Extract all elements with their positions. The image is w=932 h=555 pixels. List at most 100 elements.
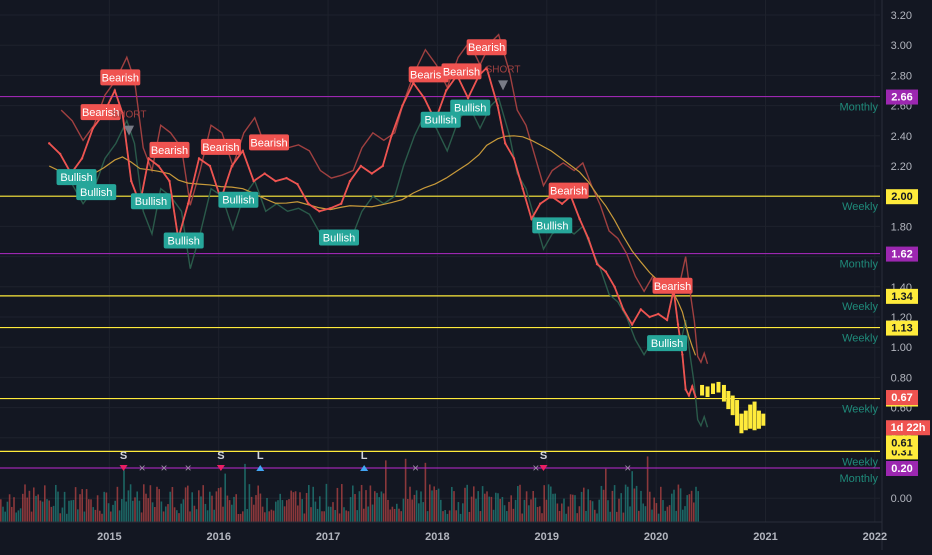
annotation-badge (218, 191, 259, 208)
time-axis[interactable]: 2015 2016 2017 2018 2019 2020 2021 2022 (0, 521, 887, 543)
annotation-label: Bearish (468, 42, 505, 54)
price-tick-label: 2.20 (891, 161, 912, 173)
volume-bar (242, 511, 244, 522)
volume-bar (19, 508, 22, 522)
volume-bar (90, 499, 92, 522)
volume-bar (96, 495, 99, 522)
price-point (307, 202, 310, 205)
volume-bar (319, 496, 321, 522)
price-point (318, 210, 321, 213)
volume-bar (149, 485, 152, 522)
volume-bar (237, 513, 240, 522)
level-timeframe-label: Weekly (842, 333, 878, 345)
price-point (241, 149, 244, 153)
cross-marker: × (185, 461, 192, 475)
volume-bar (651, 509, 653, 522)
volume-bar (288, 499, 290, 522)
volume-bar (541, 513, 543, 522)
volume-bar (567, 506, 570, 522)
volume-bar (510, 495, 512, 522)
volume-bar (378, 497, 380, 522)
volume-bar (528, 505, 530, 522)
signal-arrow (256, 465, 265, 471)
price-axis[interactable]: 3.203.002.802.602.402.202.001.801.601.40… (881, 0, 932, 550)
volume-bar (393, 508, 396, 522)
price-point (681, 353, 684, 356)
price-point (359, 164, 363, 168)
volume-bar (325, 483, 328, 522)
volume-bar (107, 503, 110, 522)
volume-bar (618, 498, 620, 522)
volume-bar (264, 512, 266, 522)
volume-bar (270, 509, 273, 522)
price-point (80, 157, 84, 160)
price-tick-label: 3.20 (891, 10, 912, 22)
price-point (91, 127, 95, 130)
volume-bar (484, 493, 486, 522)
volume-bar (74, 487, 77, 522)
volume-bar (455, 510, 457, 522)
signal-label: L (361, 450, 368, 462)
time-tick-label: 2015 (97, 531, 121, 543)
price-point (604, 270, 608, 273)
volume-bar (389, 509, 391, 522)
price-point (560, 202, 564, 205)
volume-bar (70, 500, 72, 522)
volume-bar (433, 486, 435, 522)
annotation-label: Bullish (135, 196, 167, 208)
price-point (530, 217, 533, 221)
volume-bar (613, 485, 616, 522)
level-timeframe-label: Weekly (842, 201, 878, 213)
axis-level-badge (886, 461, 918, 476)
annotation-label: Bearish (410, 69, 447, 81)
price-point (444, 89, 448, 92)
price-point (390, 134, 393, 137)
level-timeframe-label: Monthly (839, 102, 878, 114)
volume-bar (88, 499, 90, 522)
volume-bar (404, 458, 407, 522)
annotation-label: Bearish (250, 137, 287, 149)
volume-bar (385, 460, 387, 522)
volume-bar (365, 490, 367, 522)
short-label: SHORT (486, 64, 521, 75)
volume-bar (380, 491, 383, 522)
volume-bar (653, 497, 655, 522)
volume-bar (409, 486, 411, 522)
volume-bar (110, 511, 112, 522)
price-point (521, 187, 524, 190)
volume-bar (574, 495, 576, 522)
volume-bar (101, 513, 103, 522)
volume-bar (673, 489, 675, 522)
volume-bar (422, 502, 424, 522)
short-arrow (498, 80, 509, 91)
time-tick-label: 2022 (863, 531, 887, 543)
volume-bar (169, 491, 171, 522)
volume-bar (114, 500, 116, 522)
volume-bar (420, 491, 422, 522)
volume-bar (63, 491, 66, 522)
price-tick-label: 1.80 (891, 221, 912, 233)
volume-bar (620, 493, 622, 522)
volume-bar (138, 500, 141, 522)
volume-bar (145, 493, 147, 522)
volume-bar (354, 494, 356, 522)
volume-bar (15, 512, 17, 522)
volume-bar (160, 501, 163, 522)
volume-bar (607, 500, 609, 522)
forecast-bar (743, 410, 748, 431)
volume-bar (193, 505, 196, 522)
volume-bar (398, 508, 400, 522)
volume-bar (693, 502, 695, 522)
volume-bar (671, 493, 673, 522)
time-tick-label: 2019 (535, 531, 559, 543)
volume-bar (125, 501, 127, 522)
volume-bar (499, 498, 501, 522)
volume-bar (55, 484, 57, 522)
price-point (130, 179, 133, 183)
volume-bar (547, 484, 550, 522)
current-price-badge (886, 420, 930, 436)
volume-bar (121, 499, 123, 522)
annotation-label: Bearish (443, 66, 480, 78)
